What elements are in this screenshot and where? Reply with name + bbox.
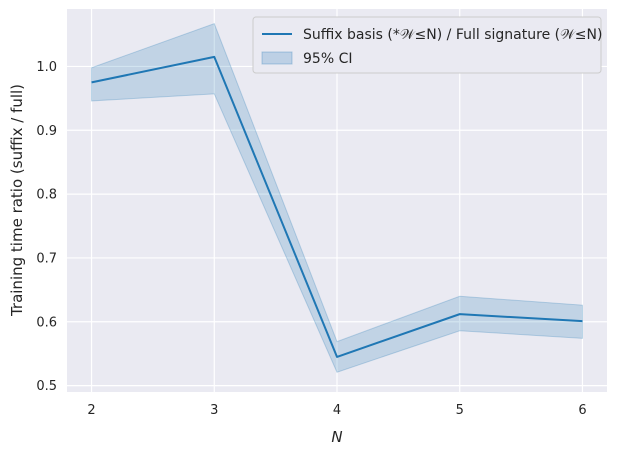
y-tick-label: 0.8 bbox=[36, 188, 57, 203]
ci-band bbox=[91, 23, 583, 373]
legend-box bbox=[252, 16, 602, 74]
x-tick-label: 3 bbox=[210, 403, 218, 418]
y-tick-label: 0.9 bbox=[36, 124, 57, 139]
legend-ci-swatch bbox=[261, 51, 293, 65]
y-tick-label: 0.5 bbox=[36, 379, 57, 394]
x-axis-ticks: 2 3 4 5 6 bbox=[87, 403, 586, 418]
legend-entry-series: Suffix basis (*𝒲≤N) / Full signature (𝒲≤… bbox=[303, 27, 602, 43]
y-tick-label: 0.7 bbox=[36, 251, 57, 266]
y-axis-ticks: 0.5 0.6 0.7 0.8 0.9 1.0 bbox=[36, 60, 57, 394]
legend-entry-ci: 95% CI bbox=[303, 51, 352, 67]
series-layer bbox=[91, 55, 583, 358]
series-line bbox=[91, 55, 583, 358]
x-tick-label: 6 bbox=[578, 403, 586, 418]
x-tick-label: 2 bbox=[87, 403, 95, 418]
x-tick-label: 4 bbox=[333, 403, 341, 418]
x-axis-label: N bbox=[331, 428, 342, 446]
ci-band-layer bbox=[91, 23, 583, 373]
y-axis-label: Training time ratio (suffix / full) bbox=[8, 84, 26, 317]
y-tick-label: 1.0 bbox=[36, 60, 57, 75]
x-tick-label: 5 bbox=[456, 403, 464, 418]
y-tick-label: 0.6 bbox=[36, 315, 57, 330]
legend: Suffix basis (*𝒲≤N) / Full signature (𝒲≤… bbox=[252, 16, 602, 74]
